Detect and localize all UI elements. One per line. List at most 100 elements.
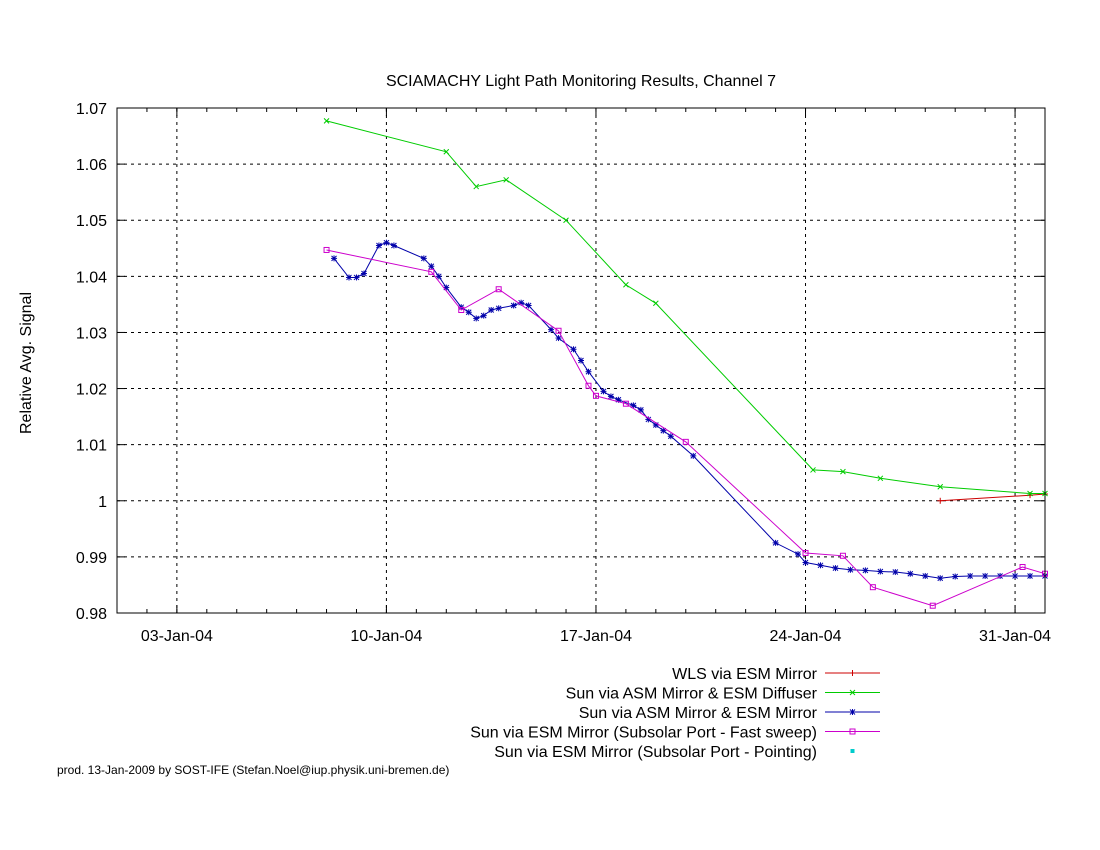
series-line [333, 242, 1045, 579]
data-point [877, 568, 884, 575]
legend-label: Sun via ESM Mirror (Subsolar Port - Poin… [494, 744, 817, 761]
chart-title: SCIAMACHY Light Path Monitoring Results,… [386, 73, 776, 90]
data-point [495, 305, 502, 312]
data-point [1019, 563, 1026, 570]
data-point [600, 388, 607, 395]
data-point [652, 300, 659, 307]
data-point [585, 368, 592, 375]
data-point [622, 400, 629, 407]
data-point [563, 217, 569, 224]
data-point [982, 572, 989, 579]
data-point [1027, 490, 1033, 497]
data-point [810, 467, 816, 473]
legend-label: Sun via ASM Mirror & ESM Diffuser [566, 686, 818, 703]
data-point [458, 307, 465, 313]
data-point [869, 584, 876, 591]
legend-label: Sun via ESM Mirror (Subsolar Port - Fast… [470, 725, 817, 742]
x-tick-label: 03-Jan-04 [141, 628, 213, 645]
series-0 [937, 491, 1048, 504]
x-tick-label: 31-Jan-04 [979, 628, 1051, 645]
data-point [929, 602, 936, 609]
data-point [667, 433, 674, 440]
y-axis-label: Relative Avg. Signal [18, 292, 35, 434]
data-point [922, 572, 929, 579]
legend-label: Sun via ASM Mirror & ESM Mirror [579, 705, 818, 722]
data-point [390, 242, 397, 249]
data-point [473, 315, 480, 322]
legend-swatch-marker [849, 670, 856, 676]
series-2 [331, 239, 1048, 582]
series-line [326, 120, 1045, 494]
footer-credit: prod. 13-Jan-2009 by SOST-IFE (Stefan.No… [57, 763, 450, 777]
data-point [428, 268, 435, 275]
y-tick-label: 1.03 [76, 325, 107, 342]
data-point [690, 452, 697, 459]
grid-layer [116, 107, 1046, 614]
series-3 [323, 246, 1048, 609]
plot-frame [116, 107, 1046, 614]
data-point [548, 326, 555, 333]
data-point [817, 562, 824, 569]
data-point [555, 327, 562, 334]
data-point [578, 357, 584, 364]
data-point [323, 246, 330, 253]
data-point [353, 274, 360, 281]
y-tick-label: 1.04 [76, 269, 107, 286]
data-point [637, 406, 644, 413]
data-point [331, 255, 338, 262]
data-point [862, 567, 869, 574]
data-point [1027, 572, 1034, 579]
data-point [892, 569, 899, 576]
data-point [907, 570, 914, 577]
legend-swatch-marker [849, 689, 856, 696]
data-point [937, 575, 944, 582]
data-point [346, 274, 352, 281]
legend-swatch-marker [849, 728, 856, 735]
data-point [592, 392, 599, 399]
data-point [607, 393, 614, 400]
y-tick-label: 1 [98, 494, 107, 511]
data-point [473, 183, 480, 190]
data-point [839, 552, 846, 559]
data-point [967, 572, 974, 579]
legend-swatch-marker [850, 749, 855, 753]
y-tick-label: 1.07 [76, 101, 107, 118]
data-point [1012, 572, 1019, 579]
series-layer [323, 118, 1048, 609]
data-point [488, 307, 495, 313]
data-point [420, 255, 427, 262]
tick-label-layer: 0.98 0.99 1 1.01 1.02 1.03 1.04 1.05 1.06 1.07 03-… [76, 101, 1051, 645]
data-point [360, 270, 367, 277]
data-point [952, 573, 959, 580]
data-point [375, 242, 382, 249]
data-point [570, 346, 577, 353]
data-point [443, 148, 450, 155]
data-point [802, 549, 809, 556]
data-point [435, 273, 442, 280]
data-point [510, 302, 517, 309]
data-point [525, 302, 532, 309]
x-tick-label: 24-Jan-04 [769, 628, 841, 645]
y-tick-label: 1.01 [76, 438, 107, 455]
data-point [323, 118, 330, 124]
series-line [326, 249, 1046, 607]
y-tick-label: 1.05 [76, 213, 107, 230]
data-point [877, 475, 884, 482]
data-point [802, 559, 809, 566]
data-point [495, 286, 502, 293]
legend-label: WLS via ESM Mirror [672, 666, 818, 683]
x-tick-label: 17-Jan-04 [560, 628, 632, 645]
data-point [937, 483, 944, 490]
y-tick-label: 1.06 [76, 157, 107, 174]
data-point [585, 382, 592, 389]
legend-swatch-marker [849, 709, 856, 715]
data-point [840, 468, 846, 475]
y-tick-label: 0.98 [76, 606, 107, 623]
data-point [937, 497, 944, 504]
data-point [623, 281, 629, 288]
data-point [847, 566, 854, 573]
data-point [772, 539, 779, 546]
data-point [383, 239, 390, 246]
data-point [795, 551, 802, 558]
